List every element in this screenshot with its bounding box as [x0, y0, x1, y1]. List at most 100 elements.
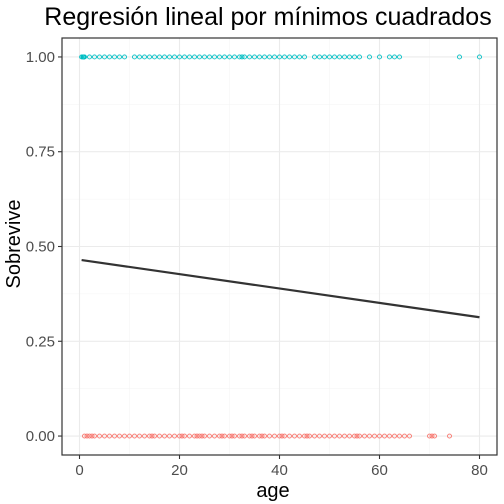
point-survived — [262, 54, 267, 60]
point-survived — [232, 54, 237, 60]
point-survived — [137, 54, 142, 60]
point-not-survived — [157, 433, 162, 439]
point-not-survived — [367, 433, 372, 439]
point-not-survived — [302, 433, 307, 439]
point-survived — [117, 54, 122, 60]
point-not-survived — [127, 433, 132, 439]
x-tick-label: 60 — [371, 462, 388, 479]
point-not-survived — [307, 433, 312, 439]
x-tick-label: 80 — [471, 462, 488, 479]
point-not-survived — [429, 433, 435, 439]
point-not-survived — [137, 433, 142, 439]
point-not-survived — [397, 433, 402, 439]
point-survived — [357, 54, 362, 60]
point-not-survived — [182, 433, 187, 439]
grid — [62, 38, 497, 455]
y-tick-label: 0.25 — [26, 333, 55, 350]
point-survived — [162, 54, 167, 60]
point-not-survived — [249, 433, 255, 439]
point-not-survived — [194, 433, 200, 439]
point-not-survived — [207, 433, 212, 439]
y-tick-label: 0.50 — [26, 239, 55, 256]
point-survived — [302, 54, 307, 60]
point-not-survived — [217, 433, 222, 439]
point-not-survived — [242, 433, 247, 439]
point-survived — [317, 54, 322, 60]
point-not-survived — [199, 433, 205, 439]
point-not-survived — [219, 433, 225, 439]
point-not-survived — [257, 433, 262, 439]
point-survived — [192, 54, 197, 60]
point-not-survived — [222, 433, 227, 439]
point-survived — [352, 54, 357, 60]
point-not-survived — [92, 433, 97, 439]
point-not-survived — [202, 433, 207, 439]
point-survived — [207, 54, 212, 60]
point-survived — [97, 54, 102, 60]
point-survived — [312, 54, 317, 60]
point-not-survived — [282, 433, 287, 439]
point-not-survived — [82, 433, 87, 439]
y-tick-label: 0.75 — [26, 144, 55, 161]
point-survived — [82, 54, 87, 60]
point-not-survived — [377, 433, 382, 439]
point-not-survived — [197, 433, 202, 439]
point-not-survived — [279, 433, 285, 439]
point-not-survived — [117, 433, 122, 439]
point-not-survived — [239, 433, 245, 439]
point-not-survived — [342, 433, 347, 439]
point-not-survived — [84, 433, 90, 439]
point-not-survived — [382, 433, 387, 439]
y-tick-label: 1.00 — [26, 49, 55, 66]
point-not-survived — [347, 433, 352, 439]
point-survived — [112, 54, 117, 60]
y-axis-title: Sobrevive — [3, 200, 25, 289]
y-tick-label: 0.00 — [26, 428, 55, 445]
point-not-survived — [89, 433, 95, 439]
point-not-survived — [362, 433, 367, 439]
point-survived — [107, 54, 112, 60]
point-survived — [132, 54, 137, 60]
point-not-survived — [232, 433, 237, 439]
point-survived — [102, 54, 107, 60]
point-not-survived — [322, 433, 327, 439]
point-survived — [142, 54, 147, 60]
point-not-survived — [357, 433, 362, 439]
point-not-survived — [247, 433, 252, 439]
point-survived — [167, 54, 172, 60]
point-not-survived — [162, 433, 167, 439]
point-not-survived — [304, 433, 310, 439]
point-not-survived — [212, 433, 217, 439]
point-survived — [477, 54, 482, 60]
point-not-survived — [392, 433, 397, 439]
point-not-survived — [192, 433, 197, 439]
chart-title: Regresión lineal por mínimos cuadrados — [44, 3, 491, 31]
point-not-survived — [112, 433, 117, 439]
point-not-survived — [297, 433, 302, 439]
point-not-survived — [142, 433, 147, 439]
point-not-survived — [432, 433, 437, 439]
point-not-survived — [179, 433, 185, 439]
point-not-survived — [172, 433, 177, 439]
point-survived — [387, 54, 392, 60]
point-not-survived — [177, 433, 182, 439]
point-survived — [202, 54, 207, 60]
point-not-survived — [402, 433, 407, 439]
point-not-survived — [259, 433, 265, 439]
point-not-survived — [354, 433, 360, 439]
point-not-survived — [277, 433, 282, 439]
point-not-survived — [147, 433, 152, 439]
point-not-survived — [292, 433, 297, 439]
point-survived — [322, 54, 327, 60]
point-survived — [87, 54, 92, 60]
point-not-survived — [229, 433, 235, 439]
point-survived — [367, 54, 372, 60]
point-not-survived — [262, 433, 267, 439]
point-survived — [239, 54, 245, 60]
point-not-survived — [252, 433, 257, 439]
point-survived — [297, 54, 302, 60]
point-not-survived — [272, 433, 277, 439]
point-not-survived — [237, 433, 242, 439]
point-survived — [157, 54, 162, 60]
